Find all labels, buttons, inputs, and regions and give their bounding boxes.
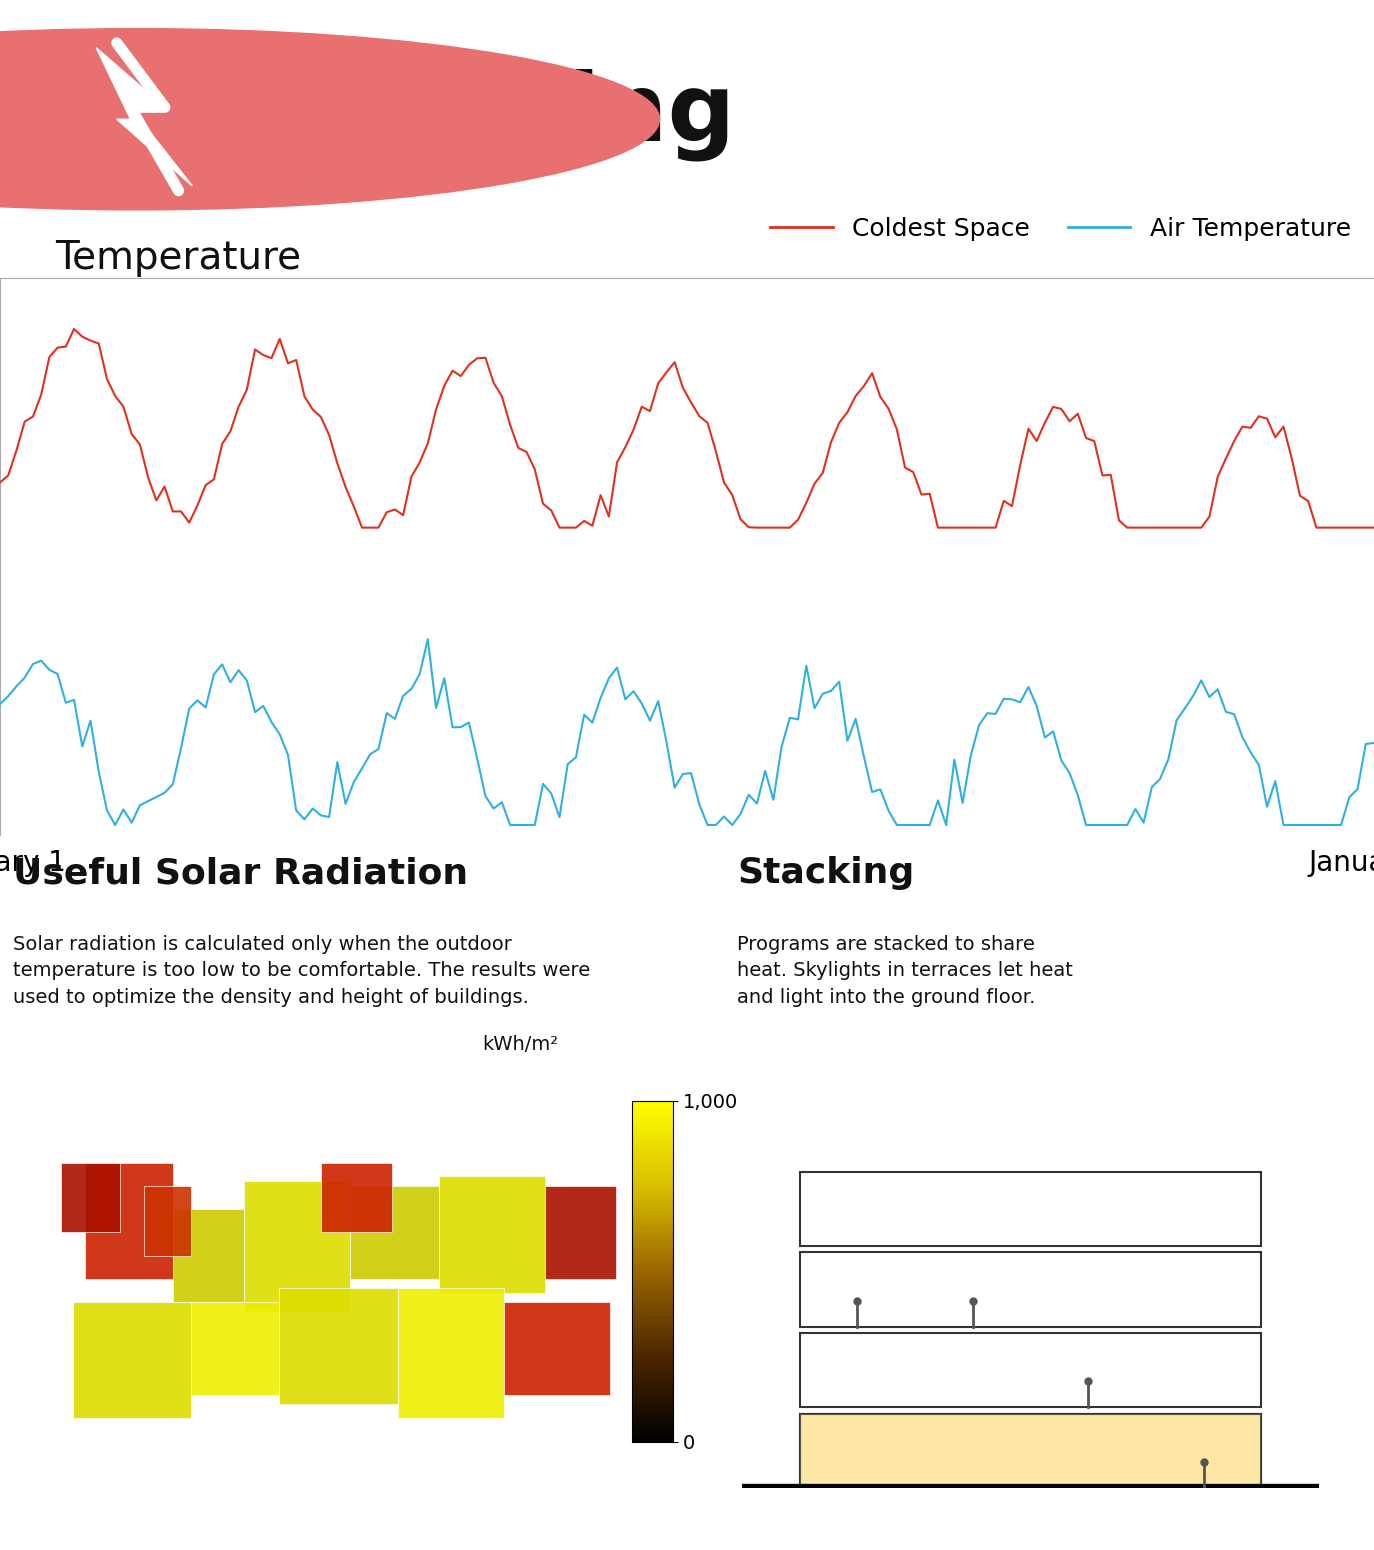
FancyBboxPatch shape [85,1162,173,1279]
FancyBboxPatch shape [245,1181,350,1311]
Text: kWh/m²: kWh/m² [482,1035,559,1054]
Text: Heating: Heating [316,68,735,161]
FancyBboxPatch shape [60,1162,120,1232]
FancyBboxPatch shape [191,1302,279,1395]
FancyBboxPatch shape [173,1209,245,1302]
Circle shape [0,28,660,209]
Legend: Coldest Space, Air Temperature: Coldest Space, Air Temperature [760,208,1362,251]
FancyBboxPatch shape [545,1186,617,1279]
FancyBboxPatch shape [438,1176,545,1293]
FancyBboxPatch shape [504,1302,610,1395]
Bar [800,1333,1261,1407]
Text: Programs are stacked to share
heat. Skylights in terraces let heat
and light int: Programs are stacked to share heat. Skyl… [738,935,1073,1008]
Text: Solar radiation is calculated only when the outdoor
temperature is too low to be: Solar radiation is calculated only when … [14,935,591,1008]
FancyBboxPatch shape [144,1186,191,1256]
Text: Stacking: Stacking [738,856,915,890]
FancyBboxPatch shape [73,1302,191,1418]
Bar [800,1414,1261,1488]
FancyBboxPatch shape [350,1186,438,1279]
Bar [800,1414,1261,1488]
Text: Useful Solar Radiation: Useful Solar Radiation [14,856,469,890]
FancyBboxPatch shape [320,1162,392,1232]
FancyBboxPatch shape [397,1288,504,1418]
Polygon shape [96,48,192,186]
Bar [800,1172,1261,1246]
Bar [800,1252,1261,1327]
Text: Temperature: Temperature [55,239,301,277]
FancyBboxPatch shape [279,1288,397,1404]
